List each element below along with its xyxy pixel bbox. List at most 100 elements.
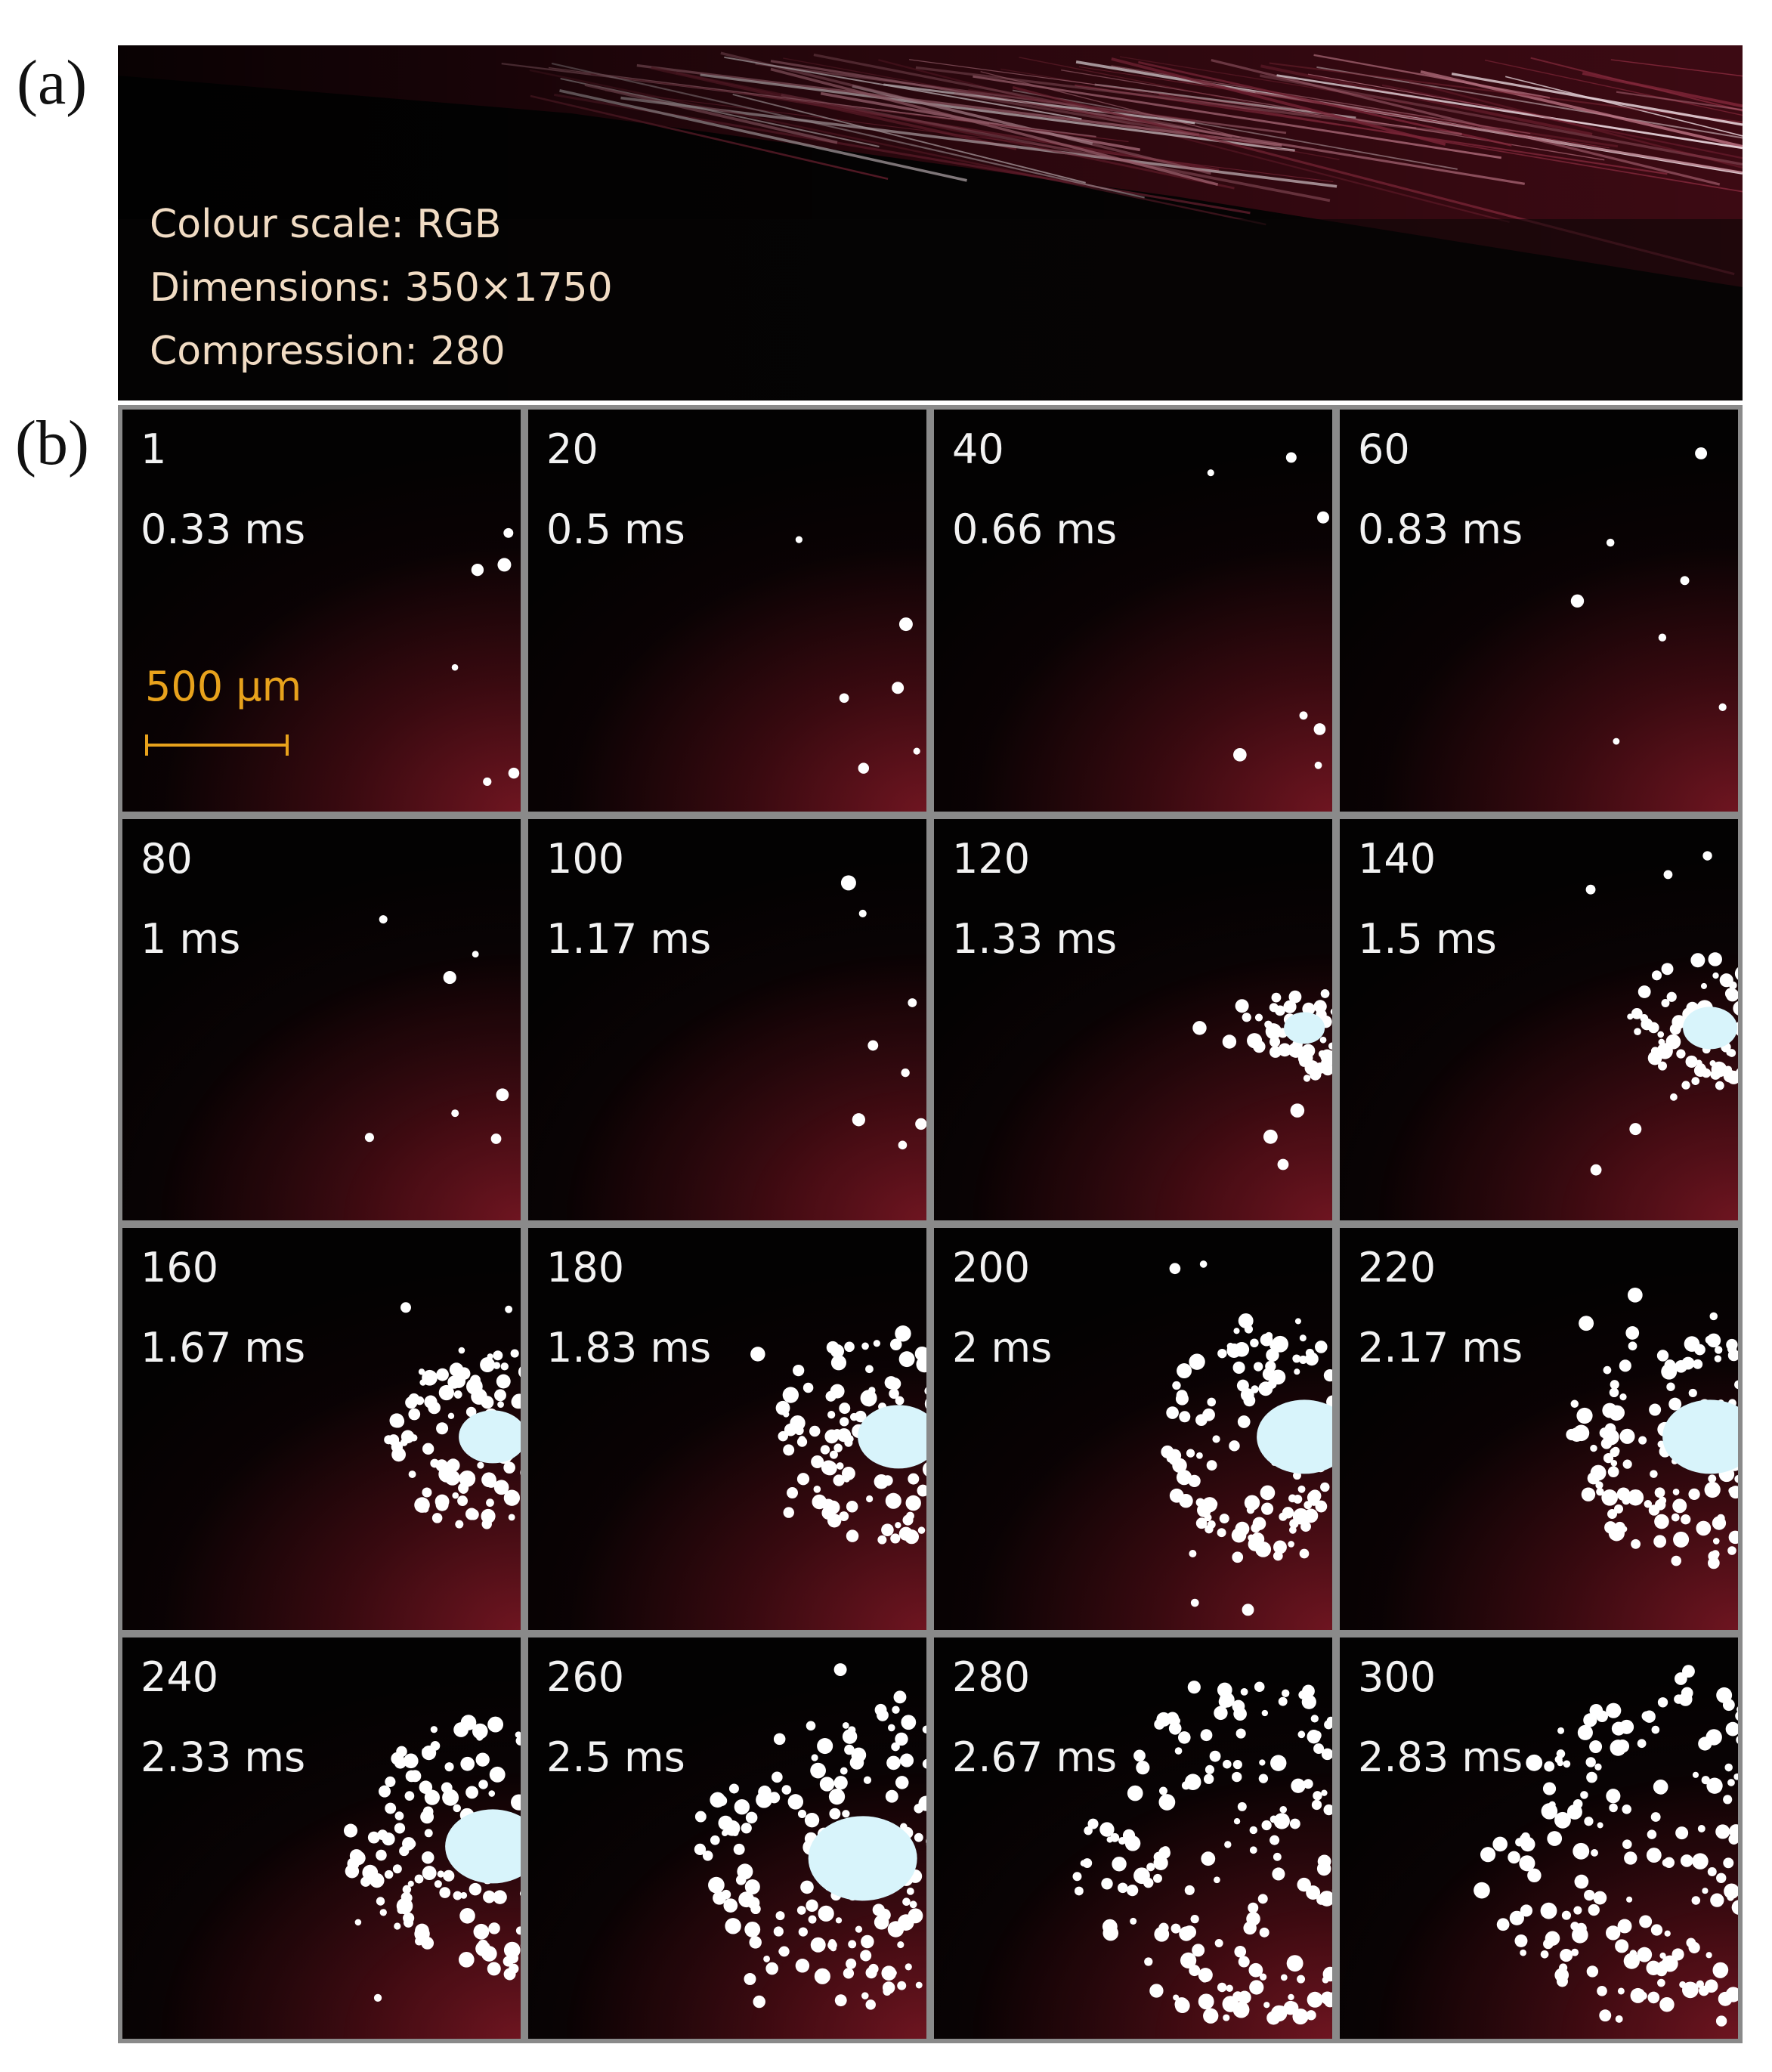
- droplet: [379, 1785, 391, 1798]
- droplet: [1736, 1706, 1738, 1712]
- droplet: [508, 1514, 515, 1521]
- droplet: [508, 767, 520, 779]
- droplet: [877, 1535, 887, 1545]
- droplet: [1206, 1460, 1217, 1471]
- droplet-image: [1072, 1680, 1332, 2024]
- droplet: [447, 1412, 455, 1419]
- droplet: [1671, 1947, 1684, 1960]
- droplet: [1270, 1369, 1286, 1385]
- droplet: [1671, 1513, 1680, 1522]
- droplet: [1727, 1546, 1736, 1555]
- droplet: [899, 1753, 914, 1767]
- droplet: [1261, 1709, 1269, 1716]
- droplet: [1692, 1852, 1709, 1869]
- droplet: [1628, 1341, 1637, 1351]
- droplet: [1604, 1521, 1617, 1534]
- droplet: [1563, 1759, 1571, 1767]
- droplet: [1174, 1996, 1189, 2012]
- droplet: [1650, 1046, 1660, 1056]
- droplet: [843, 1476, 850, 1483]
- droplet: [1238, 1313, 1254, 1328]
- droplet: [741, 1822, 752, 1833]
- droplet: [481, 1508, 496, 1524]
- droplet: [1189, 1353, 1205, 1370]
- droplet: [1192, 1020, 1207, 1035]
- droplet: [1231, 1527, 1247, 1543]
- droplet: [1299, 1548, 1310, 1559]
- droplet: [1169, 1449, 1180, 1460]
- droplet: [899, 1823, 908, 1830]
- droplet-image: [795, 536, 920, 774]
- droplet: [421, 1851, 434, 1863]
- droplet: [1299, 1334, 1307, 1342]
- droplet: [1651, 1725, 1660, 1733]
- droplet: [483, 1890, 496, 1903]
- droplet: [1303, 1501, 1313, 1510]
- droplet: [1202, 1408, 1215, 1421]
- droplet: [1242, 1012, 1251, 1022]
- droplet: [723, 1897, 738, 1913]
- droplet: [1706, 1777, 1723, 1794]
- droplet: [446, 1458, 460, 1472]
- droplet: [1099, 1821, 1115, 1837]
- droplet: [803, 1382, 814, 1393]
- droplet: [1209, 1750, 1221, 1762]
- droplet: [400, 1438, 408, 1446]
- droplet: [748, 1897, 755, 1905]
- droplet: [1637, 985, 1651, 998]
- droplet: [451, 663, 459, 671]
- droplet: [858, 909, 867, 917]
- droplet: [793, 1364, 805, 1377]
- droplet: [493, 1480, 509, 1495]
- droplet: [1670, 1093, 1678, 1101]
- droplet: [1297, 1877, 1311, 1891]
- droplet: [858, 762, 870, 774]
- droplet: [1685, 1055, 1698, 1068]
- droplet: [1716, 1873, 1727, 1883]
- droplet: [1196, 1452, 1203, 1459]
- droplet: [1176, 1390, 1188, 1402]
- droplet: [1644, 1500, 1653, 1508]
- droplet-image: [694, 1662, 926, 2010]
- droplet: [1622, 1459, 1632, 1469]
- droplet: [782, 1387, 799, 1403]
- droplet: [1319, 1890, 1332, 1907]
- droplet: [373, 1993, 382, 2002]
- droplet: [839, 1511, 849, 1522]
- droplet: [1627, 1287, 1643, 1303]
- droplet: [1154, 1926, 1170, 1942]
- droplet: [1716, 1514, 1725, 1523]
- droplet: [1289, 1519, 1299, 1529]
- droplet-image: [1192, 988, 1332, 1170]
- droplet: [1672, 1489, 1680, 1495]
- droplet: [404, 1753, 419, 1768]
- frame-time: 0.83 ms: [1358, 506, 1523, 553]
- droplet: [457, 1495, 469, 1507]
- droplet: [1315, 1341, 1328, 1353]
- droplet: [1610, 1459, 1618, 1467]
- droplet: [915, 1118, 926, 1130]
- droplet: [716, 1795, 728, 1806]
- droplet: [1616, 1487, 1631, 1501]
- droplet: [1184, 1885, 1195, 1895]
- droplet-image: [343, 1714, 521, 2002]
- droplet: [778, 1430, 788, 1442]
- droplet: [1328, 1042, 1332, 1050]
- droplet: [1254, 1013, 1263, 1022]
- droplet: [404, 1790, 415, 1801]
- droplet: [810, 1937, 826, 1953]
- droplet: [908, 997, 917, 1007]
- frame-1: 1 0.33 ms 500 µm: [122, 410, 521, 812]
- droplet: [518, 1366, 521, 1378]
- droplet: [1297, 1485, 1306, 1493]
- droplet: [865, 1999, 876, 2010]
- droplet: [1647, 1829, 1657, 1839]
- droplet: [1541, 1802, 1558, 1820]
- droplet: [1691, 1076, 1700, 1085]
- droplet: [442, 1789, 459, 1806]
- droplet: [842, 1809, 850, 1817]
- droplet: [469, 1882, 482, 1895]
- droplet: [490, 1133, 502, 1144]
- droplet: [898, 1351, 915, 1368]
- droplet: [493, 1350, 503, 1361]
